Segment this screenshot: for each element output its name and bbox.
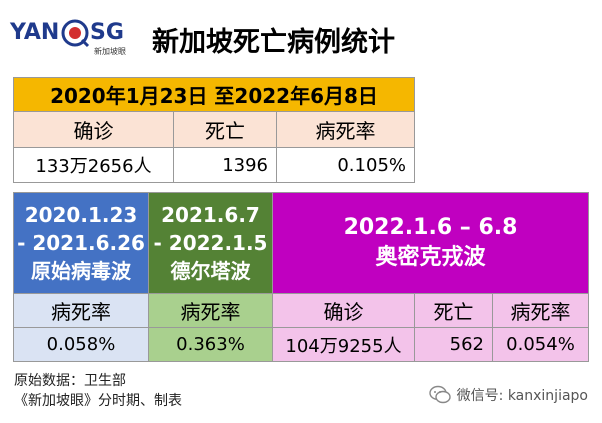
omicron-value-deaths: 562 bbox=[415, 328, 493, 362]
wave-omicron-header: 2022.1.6 – 6.8 奥密克戎波 bbox=[273, 192, 589, 294]
omicron-value-rate: 0.054% bbox=[493, 328, 589, 362]
wave-delta-rate-header: 病死率 bbox=[149, 294, 273, 328]
wave-original-name: 原始病毒波 bbox=[31, 259, 131, 283]
wave-original-rate-value: 0.058% bbox=[13, 328, 149, 362]
omicron-header-rate: 病死率 bbox=[493, 294, 589, 328]
omicron-header-confirmed: 确诊 bbox=[273, 294, 415, 328]
omicron-header-deaths: 死亡 bbox=[415, 294, 493, 328]
wave-original-header: 2020.1.23 - 2021.6.26 原始病毒波 bbox=[13, 192, 149, 294]
overall-header-confirmed: 确诊 bbox=[13, 112, 174, 148]
overall-period: 2020年1月23日 至2022年6月8日 bbox=[13, 77, 415, 112]
wave-delta-start: 2021.6.7 bbox=[161, 203, 260, 227]
logo-text-right: SG bbox=[90, 20, 124, 45]
wave-delta-end: - 2022.1.5 bbox=[153, 231, 268, 255]
wave-original-start: 2020.1.23 bbox=[24, 203, 138, 227]
logo: YAN SG 新加坡眼 bbox=[10, 14, 136, 60]
wave-omicron-name: 奥密克戎波 bbox=[375, 245, 486, 270]
wechat-id: 微信号: kanxinjiapo bbox=[428, 385, 588, 405]
overall-header-rate: 病死率 bbox=[277, 112, 415, 148]
wave-delta-name: 德尔塔波 bbox=[170, 259, 251, 283]
wave-delta-header: 2021.6.7 - 2022.1.5 德尔塔波 bbox=[149, 192, 273, 294]
wave-delta-rate-value: 0.363% bbox=[149, 328, 273, 362]
wave-omicron-period: 2022.1.6 – 6.8 bbox=[343, 215, 518, 240]
overall-value-deaths: 1396 bbox=[174, 148, 277, 183]
logo-text-left: YAN bbox=[10, 20, 60, 45]
wave-original-rate-header: 病死率 bbox=[13, 294, 149, 328]
page-title: 新加坡死亡病例统计 bbox=[152, 27, 395, 58]
wechat-label: 微信号: kanxinjiapo bbox=[456, 388, 588, 404]
omicron-value-confirmed: 104万9255人 bbox=[273, 328, 415, 362]
wechat-icon bbox=[428, 385, 451, 404]
logo-subtitle: 新加坡眼 bbox=[94, 47, 126, 56]
footer-credit: 《新加坡眼》分时期、制表 bbox=[14, 393, 182, 409]
eye-icon bbox=[61, 19, 90, 48]
footer-source: 原始数据：卫生部 bbox=[14, 373, 126, 389]
overall-header-deaths: 死亡 bbox=[174, 112, 277, 148]
overall-value-rate: 0.105% bbox=[277, 148, 415, 183]
overall-value-confirmed: 133万2656人 bbox=[13, 148, 174, 183]
wave-original-end: - 2021.6.26 bbox=[17, 231, 145, 255]
